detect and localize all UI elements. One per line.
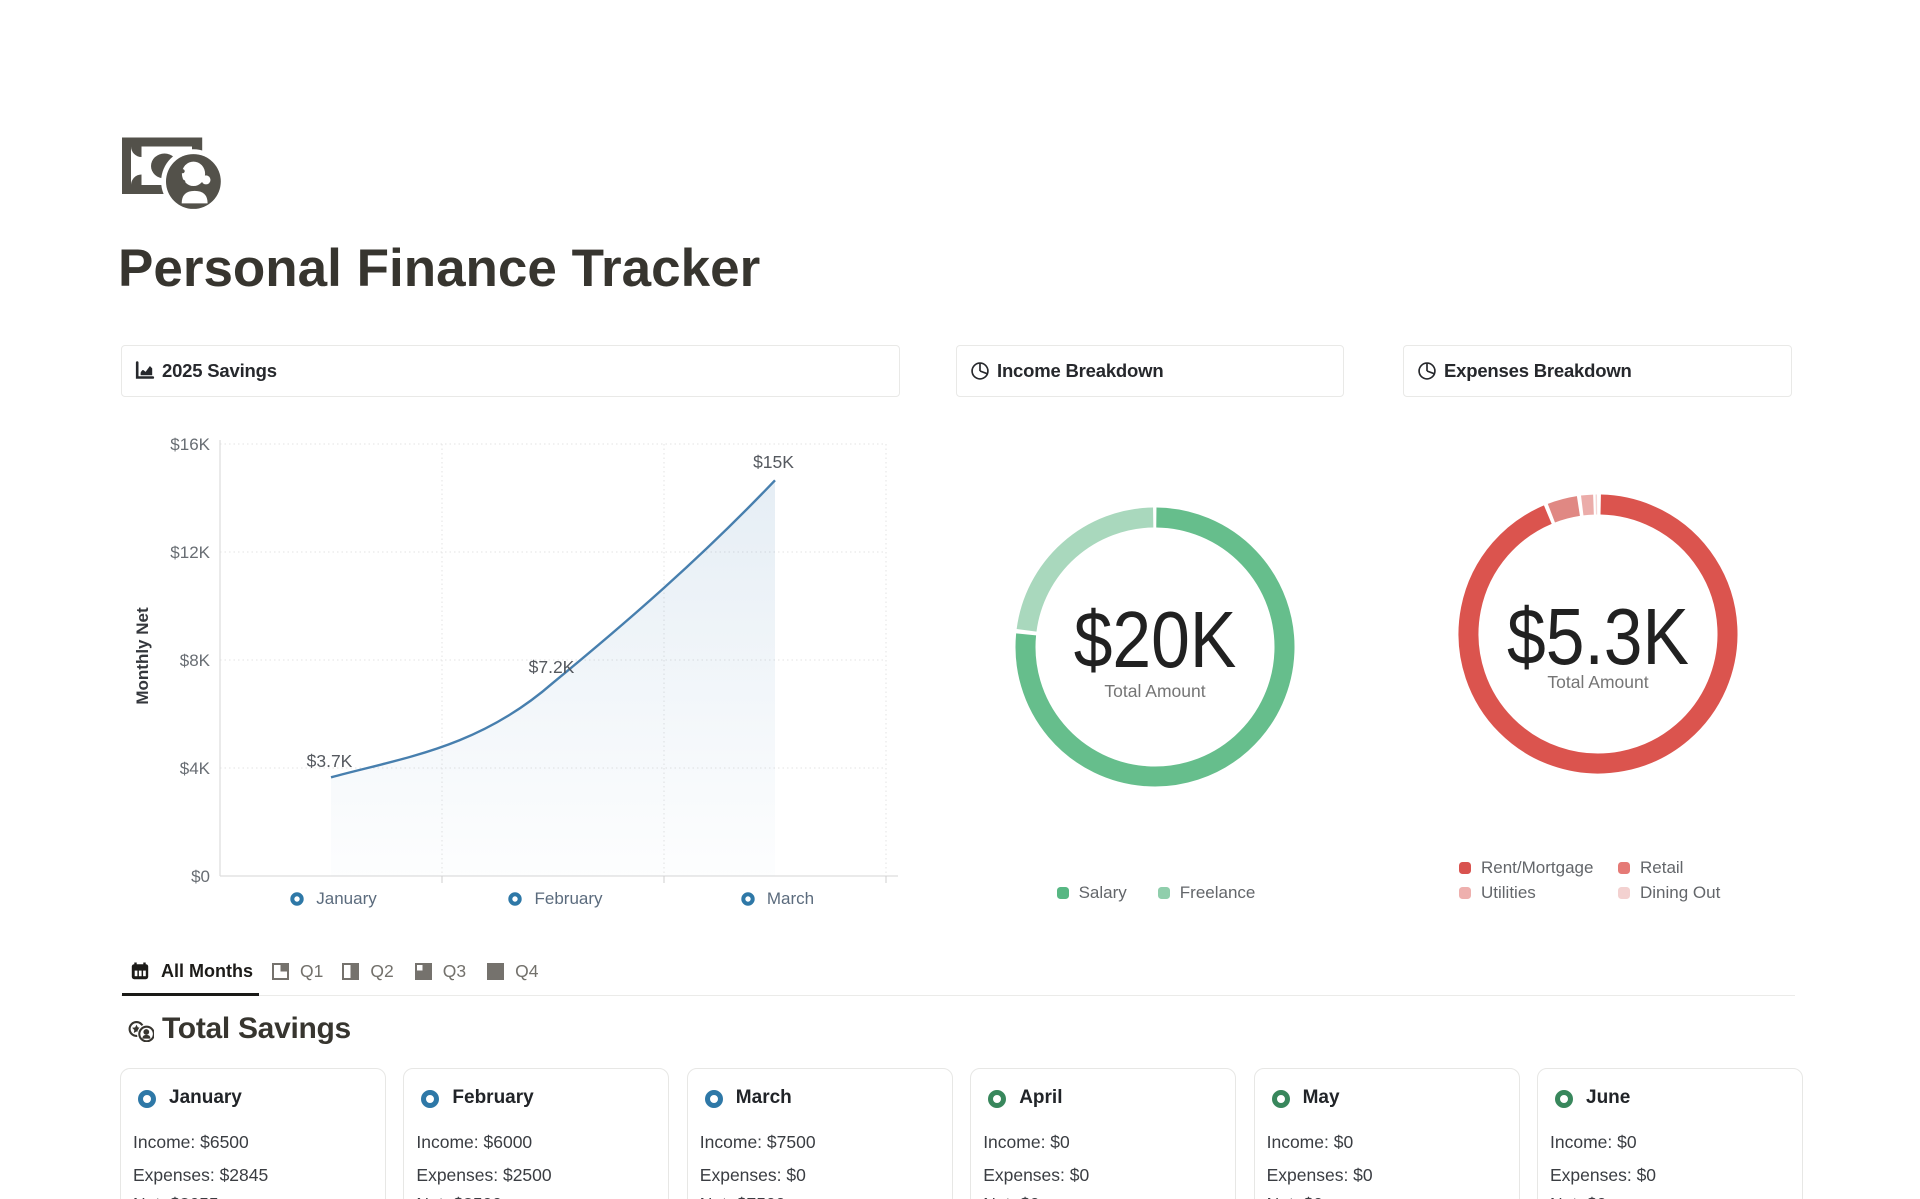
svg-text:$7.2K: $7.2K	[529, 657, 575, 677]
svg-text:$16K: $16K	[170, 435, 210, 454]
svg-text:Monthly Net: Monthly Net	[133, 607, 152, 705]
svg-text:$3.7K: $3.7K	[307, 751, 353, 771]
svg-text:$0: $0	[191, 867, 210, 886]
svg-text:$12K: $12K	[170, 543, 210, 562]
svg-text:$15K: $15K	[753, 452, 794, 472]
svg-text:$4K: $4K	[180, 759, 211, 778]
svg-text:$8K: $8K	[180, 651, 211, 670]
